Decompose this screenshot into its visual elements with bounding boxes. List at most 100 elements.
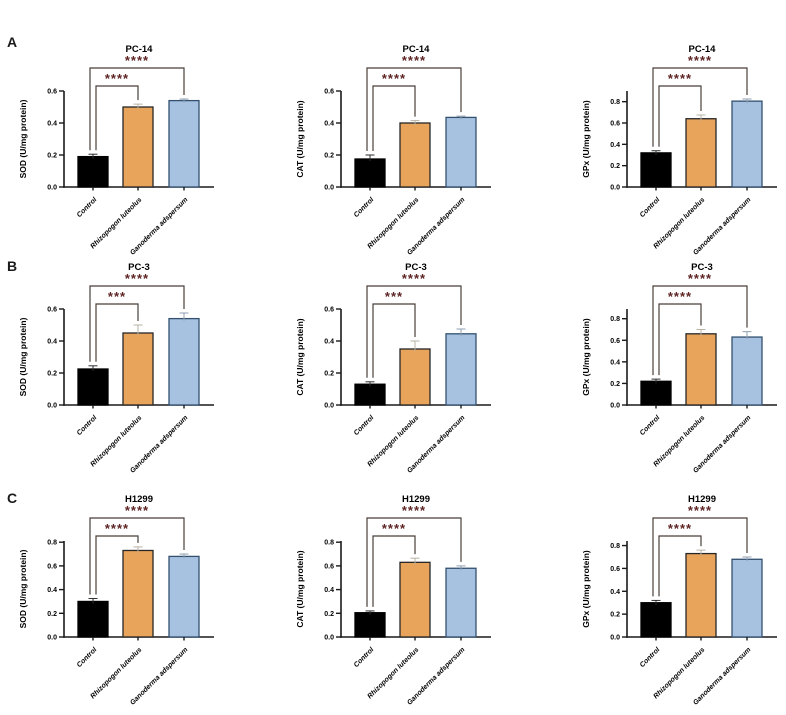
y-axis-label: GPx (U/mg protein) — [581, 550, 591, 628]
chart-b-3: PC-3 GPx (U/mg protein) 0.0 0.2 0.4 0.6 0.8 Con… — [563, 228, 786, 475]
y-tick-label: 0.0 — [47, 403, 57, 410]
y-tick-label: 0.0 — [610, 185, 620, 192]
significance-stars: **** — [688, 53, 712, 68]
chart-title: PC-3 — [128, 262, 150, 273]
panel-label-b: B — [7, 258, 18, 274]
significance-stars: **** — [125, 271, 149, 286]
bar-control — [354, 158, 386, 188]
y-axis-label: SOD (U/mg protein) — [18, 317, 28, 396]
bar-ganoderma — [168, 555, 200, 638]
y-tick-label: 0.8 — [47, 540, 57, 547]
chart-title: PC-3 — [405, 262, 427, 273]
significance-bracket — [652, 67, 748, 147]
chart-svg: H1299 SOD (U/mg protein) 0.0 0.2 0.4 0.6 0.8 Co… — [18, 494, 214, 707]
bar-rhizopogon — [399, 122, 431, 188]
y-tick-label: 0.2 — [47, 153, 57, 160]
significance-stars: **** — [688, 271, 712, 286]
chart-svg: PC-14 SOD (U/mg protein) 0.0 0.2 0.4 0.6 Contr… — [18, 44, 214, 257]
bar-control — [354, 612, 386, 638]
significance-bracket — [658, 85, 702, 147]
chart-a-3: PC-14 GPx (U/mg protein) 0.0 0.2 0.4 0.6 0.8 Co… — [563, 10, 786, 257]
significance-stars: **** — [688, 503, 712, 518]
significance-stars: **** — [402, 271, 426, 286]
y-tick-label: 0.4 — [324, 587, 334, 594]
y-tick-label: 0.0 — [47, 185, 57, 192]
bar-control — [354, 383, 386, 406]
y-tick-label: 0.2 — [610, 612, 620, 619]
chart-title: PC-14 — [689, 44, 717, 55]
y-axis-label: CAT (U/mg protein) — [295, 100, 305, 177]
significance-bracket — [652, 517, 748, 597]
y-tick-label: 0.2 — [47, 371, 57, 378]
chart-svg: PC-3 SOD (U/mg protein) 0.0 0.2 0.4 0.6 Contro… — [18, 262, 214, 475]
bar-rhizopogon — [399, 348, 431, 406]
x-category-label: Rhizopogon luteolus — [653, 646, 707, 700]
significance-bracket — [658, 535, 702, 597]
x-category-label: Control — [639, 646, 662, 669]
x-category-label: Rhizopogon luteolus — [367, 646, 421, 700]
significance-stars: **** — [668, 521, 692, 536]
bar-control — [640, 602, 672, 638]
x-category-label: Control — [353, 646, 376, 669]
y-tick-label: 0.0 — [324, 635, 334, 642]
bar-ganoderma — [445, 116, 477, 188]
significance-bracket — [658, 303, 702, 376]
y-tick-label: 0.6 — [324, 563, 334, 570]
bar-control — [640, 152, 672, 188]
significance-stars: **** — [382, 71, 406, 86]
bar-ganoderma — [731, 100, 763, 188]
significance-bracket — [366, 517, 462, 607]
panel-label-a: A — [7, 34, 18, 50]
y-tick-label: 0.8 — [610, 543, 620, 550]
chart-a-2: PC-14 CAT (U/mg protein) 0.0 0.2 0.4 0.6 Contr… — [277, 10, 507, 257]
bar-ganoderma — [731, 558, 763, 638]
panel-label-c: C — [7, 490, 18, 506]
y-tick-label: 0.4 — [47, 339, 57, 346]
significance-stars: **** — [105, 521, 129, 536]
y-tick-label: 0.0 — [324, 185, 334, 192]
bar-rhizopogon — [685, 552, 717, 638]
y-axis-label: SOD (U/mg protein) — [18, 549, 28, 628]
chart-title: PC-14 — [126, 44, 154, 55]
y-axis-label: GPx (U/mg protein) — [581, 100, 591, 178]
y-tick-label: 0.4 — [610, 142, 620, 149]
bar-rhizopogon — [685, 118, 717, 188]
chart-title: PC-14 — [403, 44, 431, 55]
x-category-label: Control — [639, 196, 662, 219]
y-axis-label: CAT (U/mg protein) — [295, 550, 305, 627]
chart-svg: PC-14 GPx (U/mg protein) 0.0 0.2 0.4 0.6 0.8 Co… — [581, 44, 777, 257]
bar-rhizopogon — [685, 333, 717, 406]
bar-rhizopogon — [122, 549, 154, 638]
significance-bracket — [89, 517, 185, 595]
y-tick-label: 0.8 — [610, 99, 620, 106]
y-tick-label: 0.2 — [610, 163, 620, 170]
bar-rhizopogon — [122, 332, 154, 406]
y-tick-label: 0.2 — [324, 611, 334, 618]
y-tick-label: 0.2 — [324, 371, 334, 378]
y-tick-label: 0.0 — [47, 635, 57, 642]
significance-bracket — [372, 303, 416, 378]
chart-c-1: H1299 SOD (U/mg protein) 0.0 0.2 0.4 0.6 0.8 Co… — [0, 460, 230, 707]
chart-title: PC-3 — [691, 262, 713, 273]
x-category-label: Control — [353, 414, 376, 437]
significance-bracket — [372, 85, 416, 151]
y-tick-label: 0.6 — [47, 563, 57, 570]
chart-title: H1299 — [402, 494, 430, 505]
x-category-label: Rhizopogon luteolus — [90, 646, 144, 700]
y-axis-label: SOD (U/mg protein) — [18, 99, 28, 178]
bar-ganoderma — [168, 317, 200, 406]
y-tick-label: 0.6 — [610, 566, 620, 573]
x-category-label: Control — [76, 646, 99, 669]
significance-stars: **** — [125, 53, 149, 68]
y-tick-label: 0.0 — [610, 403, 620, 410]
y-tick-label: 0.6 — [47, 89, 57, 96]
y-tick-label: 0.8 — [610, 316, 620, 323]
y-tick-label: 0.4 — [610, 589, 620, 596]
y-tick-label: 0.4 — [324, 121, 334, 128]
bar-ganoderma — [445, 333, 477, 406]
significance-bracket — [95, 535, 139, 595]
chart-svg: H1299 CAT (U/mg protein) 0.0 0.2 0.4 0.6 0.8 Co… — [295, 494, 491, 707]
significance-stars: *** — [108, 289, 126, 304]
bar-ganoderma — [731, 336, 763, 406]
